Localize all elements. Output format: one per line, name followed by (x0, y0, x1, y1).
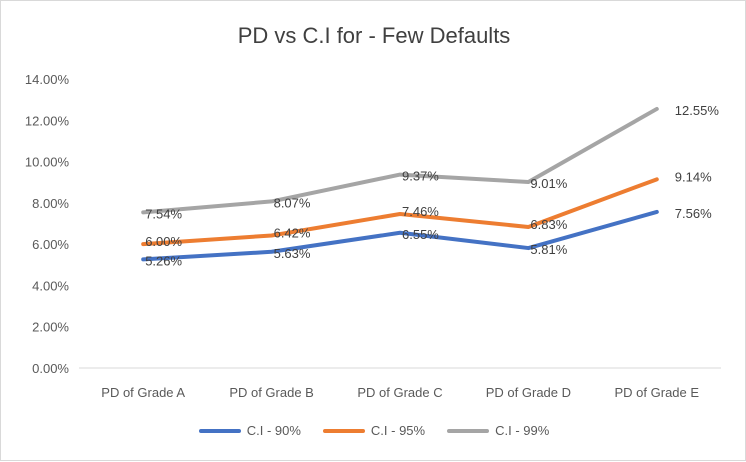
y-tick-label: 10.00% (25, 155, 70, 170)
chart-title: PD vs C.I for - Few Defaults (237, 23, 511, 48)
x-tick-label: PD of Grade C (357, 385, 442, 400)
data-label: 7.56% (675, 206, 712, 221)
y-tick-label: 14.00% (25, 72, 70, 87)
legend-swatch (322, 428, 365, 433)
data-label: 12.55% (675, 103, 720, 118)
y-tick-label: 0.00% (32, 361, 69, 376)
legend-item: C.I - 90% (198, 423, 301, 438)
y-tick-label: 8.00% (32, 196, 69, 211)
data-label: 7.46% (402, 204, 439, 219)
data-label: 5.81% (530, 242, 567, 257)
data-label: 6.55% (402, 227, 439, 242)
data-label: 9.01% (530, 176, 567, 191)
series-line (141, 106, 659, 215)
y-tick-label: 4.00% (32, 278, 69, 293)
x-tick-label: PD of Grade B (229, 385, 314, 400)
data-label: 6.83% (530, 217, 567, 232)
legend: C.I - 90% C.I - 95% C.I - 99% (1, 423, 746, 438)
y-tick-label: 6.00% (32, 237, 69, 252)
data-label: 5.26% (145, 253, 182, 268)
legend-item: C.I - 95% (322, 423, 426, 438)
data-label: 9.37% (402, 169, 439, 184)
x-tick-label: PD of Grade A (101, 385, 185, 400)
legend-swatch (198, 428, 241, 433)
legend-swatch (447, 428, 490, 433)
y-tick-label: 2.00% (32, 320, 69, 335)
x-tick-label: PD of Grade E (615, 385, 700, 400)
x-tick-label: PD of Grade D (486, 385, 571, 400)
legend-label: C.I - 99% (495, 423, 550, 438)
data-label: 6.42% (274, 225, 311, 240)
y-tick-label: 12.00% (25, 113, 70, 128)
legend-label: C.I - 95% (370, 423, 426, 438)
data-label: 9.14% (675, 169, 712, 184)
legend-item: C.I - 99% (447, 423, 549, 438)
data-label: 8.07% (274, 195, 311, 210)
data-label: 7.54% (145, 206, 182, 221)
data-label: 6.00% (145, 234, 182, 249)
legend-label: C.I - 90% (246, 423, 301, 438)
series-line (141, 209, 659, 262)
series-line (141, 177, 659, 247)
data-label: 5.63% (274, 246, 311, 261)
